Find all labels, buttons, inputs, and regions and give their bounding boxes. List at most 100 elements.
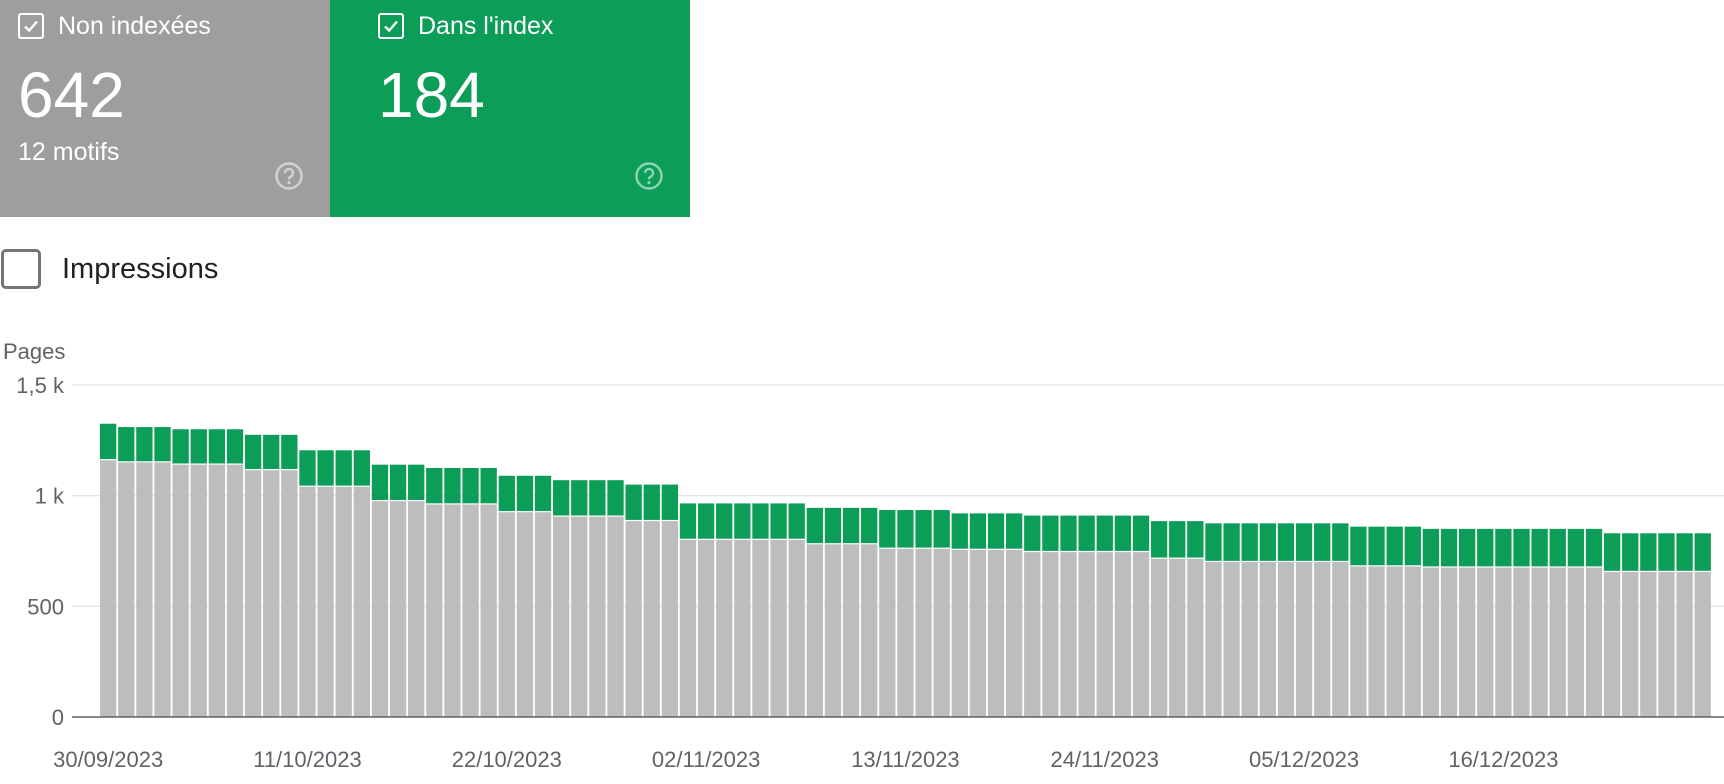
bar-indexed	[263, 434, 280, 470]
bar-non-indexed	[444, 504, 461, 717]
bar-indexed	[788, 503, 805, 539]
bar-non-indexed	[1549, 567, 1566, 717]
bar-non-indexed	[625, 521, 642, 717]
bar-indexed	[915, 510, 932, 548]
bar-non-indexed	[697, 539, 715, 717]
bar-indexed	[389, 464, 407, 500]
non-indexed-checkbox[interactable]	[18, 13, 44, 39]
bar-non-indexed	[1223, 562, 1240, 717]
bar-non-indexed	[353, 486, 370, 717]
bar-indexed	[1259, 523, 1276, 561]
bar-non-indexed	[1096, 552, 1113, 717]
bar-non-indexed	[1006, 549, 1023, 717]
bar-non-indexed	[281, 470, 298, 717]
bar-non-indexed	[1531, 567, 1548, 717]
bar-indexed	[589, 480, 606, 516]
x-tick-label: 30/09/2023	[53, 747, 163, 772]
bar-indexed	[1150, 521, 1168, 558]
bar-indexed	[244, 434, 262, 470]
bar-non-indexed	[1567, 567, 1585, 717]
bar-indexed	[806, 507, 823, 544]
bar-indexed	[118, 427, 135, 462]
bar-indexed	[824, 507, 842, 544]
bar-non-indexed	[263, 470, 280, 717]
indexed-card[interactable]: Dans l'index 184	[330, 0, 690, 217]
bar-non-indexed	[136, 462, 153, 717]
bar-indexed	[969, 513, 987, 549]
bar-non-indexed	[244, 470, 262, 717]
bar-non-indexed	[335, 486, 352, 717]
non-indexed-card[interactable]: Non indexées 642 12 motifs	[0, 0, 330, 217]
bar-indexed	[444, 468, 461, 504]
bar-non-indexed	[190, 464, 207, 717]
bar-non-indexed	[317, 486, 334, 717]
help-icon[interactable]	[274, 161, 304, 191]
bar-indexed	[1567, 528, 1585, 567]
bar-non-indexed	[1422, 567, 1440, 717]
bar-indexed	[734, 503, 751, 539]
bar-indexed	[281, 434, 298, 470]
bar-non-indexed	[1513, 567, 1530, 717]
bar-non-indexed	[788, 539, 805, 717]
bar-non-indexed	[408, 501, 425, 717]
help-icon[interactable]	[634, 161, 664, 191]
bar-non-indexed	[1078, 552, 1095, 717]
bar-non-indexed	[897, 548, 914, 717]
non-indexed-count: 642	[18, 59, 125, 131]
bar-indexed	[1006, 513, 1023, 549]
y-tick-label: 1 k	[35, 484, 65, 509]
x-tick-label: 24/11/2023	[1051, 747, 1159, 772]
bar-non-indexed	[1295, 562, 1313, 717]
non-indexed-label: Non indexées	[58, 12, 211, 40]
bar-indexed	[770, 503, 787, 539]
bar-indexed	[1078, 515, 1095, 551]
bar-non-indexed	[987, 549, 1005, 717]
bar-indexed	[553, 480, 570, 516]
bar-non-indexed	[389, 501, 407, 717]
bar-non-indexed	[1440, 567, 1458, 717]
bar-non-indexed	[734, 539, 751, 717]
bar-indexed	[1549, 528, 1566, 567]
bar-indexed	[1513, 528, 1530, 567]
bar-non-indexed	[118, 462, 135, 717]
bar-non-indexed	[824, 544, 842, 717]
bar-indexed	[1368, 526, 1385, 566]
check-icon	[384, 20, 398, 33]
bar-indexed	[1314, 523, 1331, 561]
bar-non-indexed	[879, 548, 896, 717]
indexed-checkbox[interactable]	[378, 13, 404, 39]
bar-indexed	[571, 480, 588, 516]
bar-non-indexed	[1332, 562, 1349, 717]
bar-indexed	[679, 503, 697, 539]
bar-non-indexed	[480, 504, 497, 717]
bar-non-indexed	[1386, 566, 1403, 717]
bar-non-indexed	[1060, 552, 1077, 717]
bar-indexed	[534, 475, 552, 512]
bar-indexed	[299, 450, 316, 486]
bar-non-indexed	[1132, 552, 1150, 717]
bar-non-indexed	[1277, 562, 1295, 717]
bar-non-indexed	[226, 464, 244, 717]
bar-non-indexed	[1150, 558, 1168, 717]
indexed-label: Dans l'index	[418, 12, 554, 40]
bar-non-indexed	[1603, 572, 1621, 717]
bar-indexed	[1241, 523, 1258, 561]
bar-indexed	[607, 480, 624, 516]
bar-non-indexed	[571, 516, 588, 717]
x-axis: 30/09/2023 11/10/2023 22/10/2023 02/11/2023…	[53, 747, 1558, 772]
bar-non-indexed	[208, 464, 226, 717]
bar-indexed	[1114, 515, 1132, 551]
bar-non-indexed	[1314, 562, 1331, 717]
impressions-checkbox[interactable]	[1, 249, 41, 289]
bar-indexed	[1422, 528, 1440, 567]
bar-non-indexed	[100, 460, 117, 717]
bar-non-indexed	[933, 548, 950, 717]
bar-non-indexed	[553, 516, 570, 717]
bar-non-indexed	[716, 539, 733, 717]
bar-non-indexed	[951, 549, 968, 717]
check-icon	[24, 20, 38, 33]
bar-indexed	[1622, 533, 1639, 571]
bar-non-indexed	[1477, 567, 1494, 717]
x-tick-label: 22/10/2023	[452, 747, 562, 772]
bar-non-indexed	[1495, 567, 1512, 717]
